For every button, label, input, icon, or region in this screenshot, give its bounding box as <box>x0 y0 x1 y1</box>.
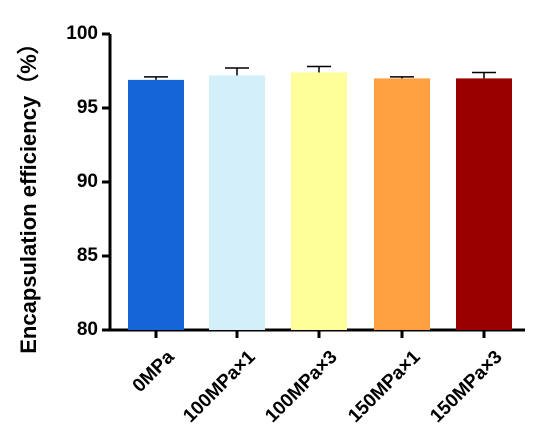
y-axis-title: Encapsulation efficiency（%） <box>16 32 41 354</box>
y-ticks: 80 85 90 95 100 <box>66 23 110 340</box>
bar <box>456 78 512 331</box>
x-tick-label: 150MPa×1 <box>344 346 425 427</box>
bar <box>291 72 347 330</box>
bar <box>374 78 430 331</box>
y-tick-label: 95 <box>77 97 99 118</box>
x-tick-label: 100MPa×1 <box>179 346 260 427</box>
error-bars <box>144 65 496 80</box>
bar <box>128 79 184 330</box>
y-tick-label: 100 <box>66 23 98 44</box>
x-tick-label: 150MPa×3 <box>426 347 506 427</box>
y-tick-label: 80 <box>77 319 98 340</box>
x-tick-labels: 0MPa 100MPa×1 100MPa×3 150MPa×1 150MPa×3 <box>129 346 507 427</box>
bar <box>209 75 265 330</box>
y-tick-label: 85 <box>77 245 99 266</box>
x-ticks <box>154 330 486 338</box>
x-tick-label: 0MPa <box>129 346 179 396</box>
y-tick-label: 90 <box>77 171 98 192</box>
bars <box>128 72 512 331</box>
x-tick-label: 100MPa×3 <box>261 347 341 427</box>
